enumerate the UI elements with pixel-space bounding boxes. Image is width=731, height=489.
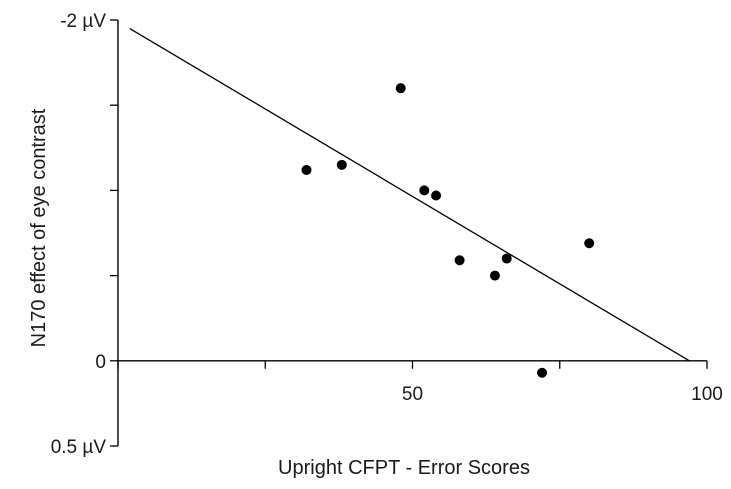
data-point: [584, 238, 595, 249]
data-point: [489, 270, 500, 281]
axes: [117, 20, 707, 446]
fit-line-layer: [129, 27, 690, 362]
y-tick-label: -2 µV: [60, 11, 106, 32]
data-point: [454, 255, 465, 266]
data-point: [301, 164, 312, 175]
x-tick-label: 50: [402, 384, 423, 405]
y-axis-title: N170 effect of eye contrast: [28, 108, 50, 347]
y-tick-label: 0.5 µV: [51, 437, 107, 458]
y-tick-label: 0: [95, 352, 106, 373]
data-point: [419, 185, 430, 196]
x-axis-title: Upright CFPT - Error Scores: [278, 457, 530, 479]
data-point: [336, 159, 347, 170]
data-point: [501, 253, 512, 264]
regression-line: [129, 27, 690, 362]
data-point: [395, 83, 406, 94]
data-point: [431, 190, 442, 201]
data-point: [537, 367, 548, 378]
data-points: [301, 83, 595, 378]
ticks: -2 µV 0 0.5 µV 50 100: [51, 11, 723, 458]
x-tick-label: 100: [691, 384, 723, 405]
